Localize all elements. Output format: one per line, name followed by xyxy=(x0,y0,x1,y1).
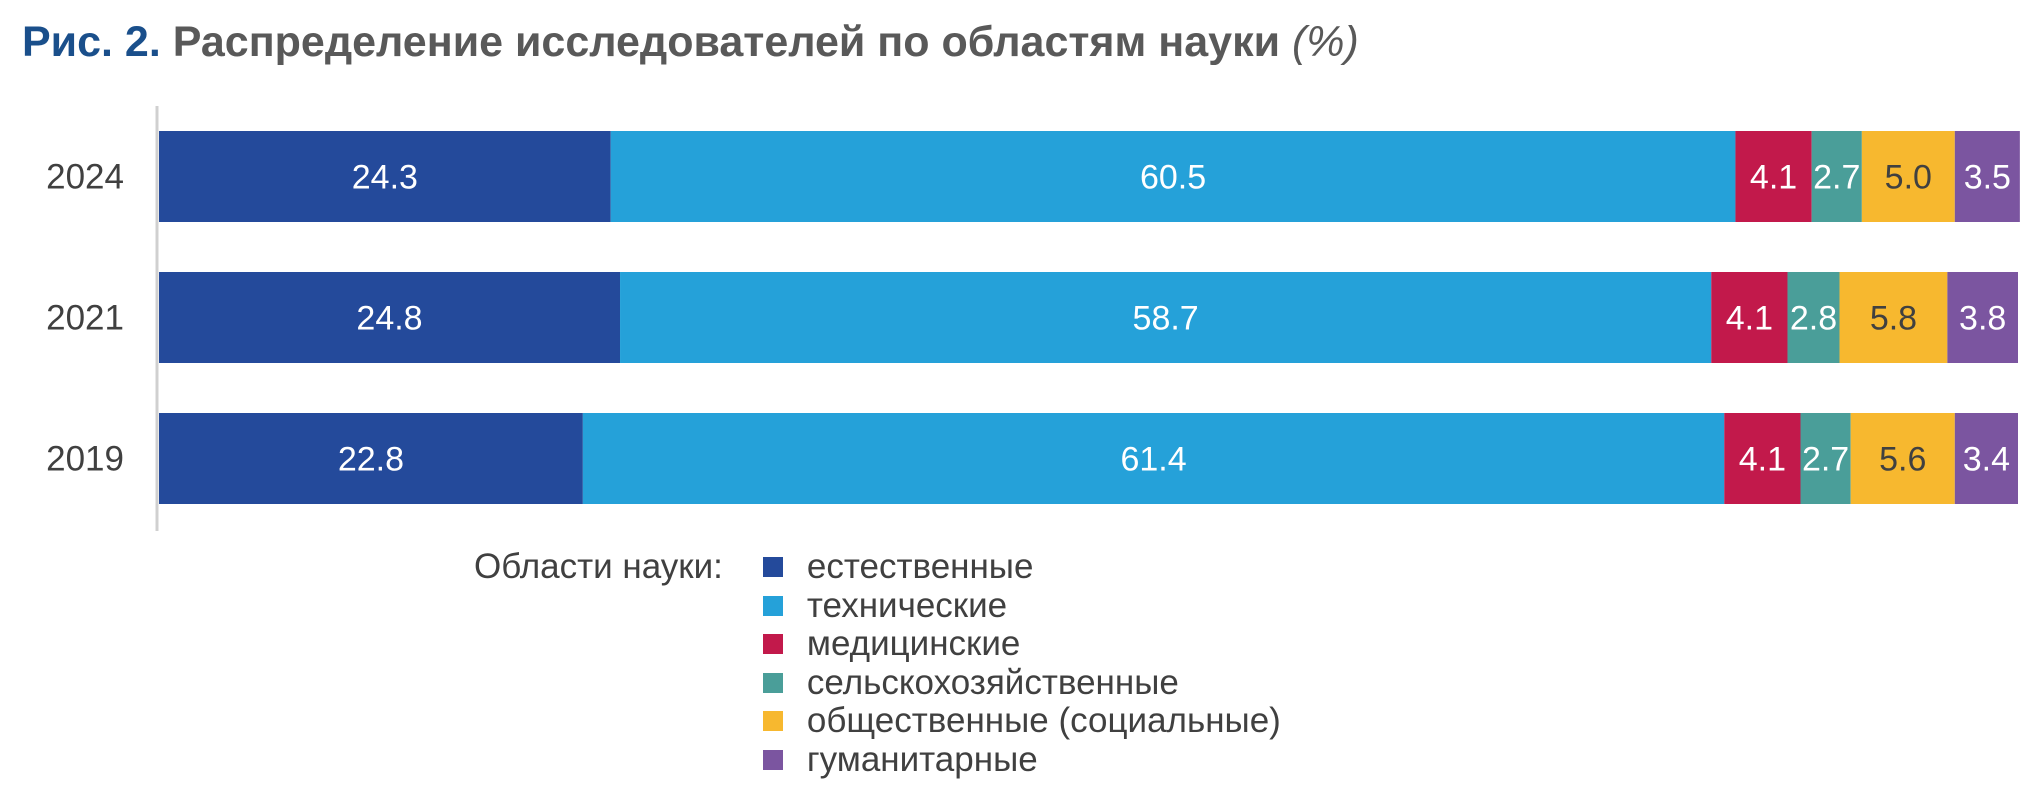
legend-swatch xyxy=(762,595,783,616)
data-label: 60.5 xyxy=(1140,159,1206,197)
bar-segment xyxy=(1850,413,1955,504)
bar-segment xyxy=(1811,131,1862,222)
bar-segment xyxy=(1711,272,1788,363)
bar-segment xyxy=(1724,413,1801,504)
bar-segment xyxy=(1787,272,1840,363)
bar-segment xyxy=(1800,413,1851,504)
legend-item: общественные (социальные) xyxy=(762,701,1281,741)
figure-number: Рис. 2. xyxy=(22,18,161,66)
y-tick-label: 2021 xyxy=(46,299,124,338)
bar-segment xyxy=(1735,131,1812,222)
legend-item: медицинские xyxy=(762,624,1281,664)
legend-label: естественные xyxy=(806,547,1034,587)
data-label: 22.8 xyxy=(338,441,404,479)
data-label: 24.8 xyxy=(356,300,422,338)
data-label: 5.0 xyxy=(1885,159,1932,197)
title-unit: (%) xyxy=(1291,18,1359,66)
data-label: 2.8 xyxy=(1790,300,1837,338)
y-tick-label: 2024 xyxy=(46,158,124,197)
legend-list: естественные технические медицинские сельск… xyxy=(762,547,1281,780)
bar-segment xyxy=(620,272,1712,363)
y-tick-label: 2019 xyxy=(46,440,124,479)
legend-item: сельскохозяйственные xyxy=(762,662,1281,703)
bar-segment xyxy=(159,413,583,504)
bar-segment xyxy=(159,131,611,222)
legend-item: технические xyxy=(762,585,1281,626)
legend-swatch xyxy=(762,634,783,655)
legend-item: гуманитарные xyxy=(762,739,1281,780)
data-label: 2.7 xyxy=(1813,159,1860,197)
data-label: 5.6 xyxy=(1879,441,1926,479)
bar-segment xyxy=(610,131,1736,222)
data-label: 4.1 xyxy=(1726,300,1773,338)
bar-segment xyxy=(1839,272,1948,363)
legend-swatch xyxy=(762,711,783,732)
plot-area: 2024 24.3 60.5 4.1 2.7 5.0 3.5 2021 24.8 58.7 4.1 2… xyxy=(46,106,2020,531)
bar-segment xyxy=(582,413,1725,504)
bar-segment xyxy=(1861,131,1955,222)
data-label: 4.1 xyxy=(1739,441,1786,479)
legend-swatch xyxy=(762,557,783,578)
data-label: 2.7 xyxy=(1802,441,1849,479)
data-label: 4.1 xyxy=(1750,159,1797,197)
data-label: 61.4 xyxy=(1120,441,1186,479)
legend-item: естественные xyxy=(762,547,1281,587)
bar-segment xyxy=(1947,272,2018,363)
data-label: 58.7 xyxy=(1133,300,1199,338)
data-label: 3.4 xyxy=(1963,441,2010,479)
legend-label: общественные (социальные) xyxy=(806,701,1281,741)
legend: Области науки: естественные технические ме… xyxy=(474,547,1281,780)
chart-title: Рис. 2. Распределение исследователей по … xyxy=(22,18,1359,67)
legend-label: гуманитарные xyxy=(806,739,1038,779)
data-label: 3.8 xyxy=(1959,300,2006,338)
bar-segment xyxy=(1954,131,2020,222)
bar-segment xyxy=(159,272,621,363)
bar-segment xyxy=(1954,413,2018,504)
legend-title: Области науки: xyxy=(474,547,723,586)
legend-label: технические xyxy=(806,585,1008,625)
data-label: 3.5 xyxy=(1964,159,2011,197)
legend-swatch xyxy=(762,672,783,693)
title-text: Распределение исследователей по областям… xyxy=(172,18,1281,66)
legend-label: медицинские xyxy=(806,624,1021,664)
data-label: 24.3 xyxy=(352,159,418,197)
data-label: 5.8 xyxy=(1870,300,1917,338)
legend-swatch xyxy=(762,749,783,770)
legend-label: сельскохозяйственные xyxy=(806,662,1179,702)
